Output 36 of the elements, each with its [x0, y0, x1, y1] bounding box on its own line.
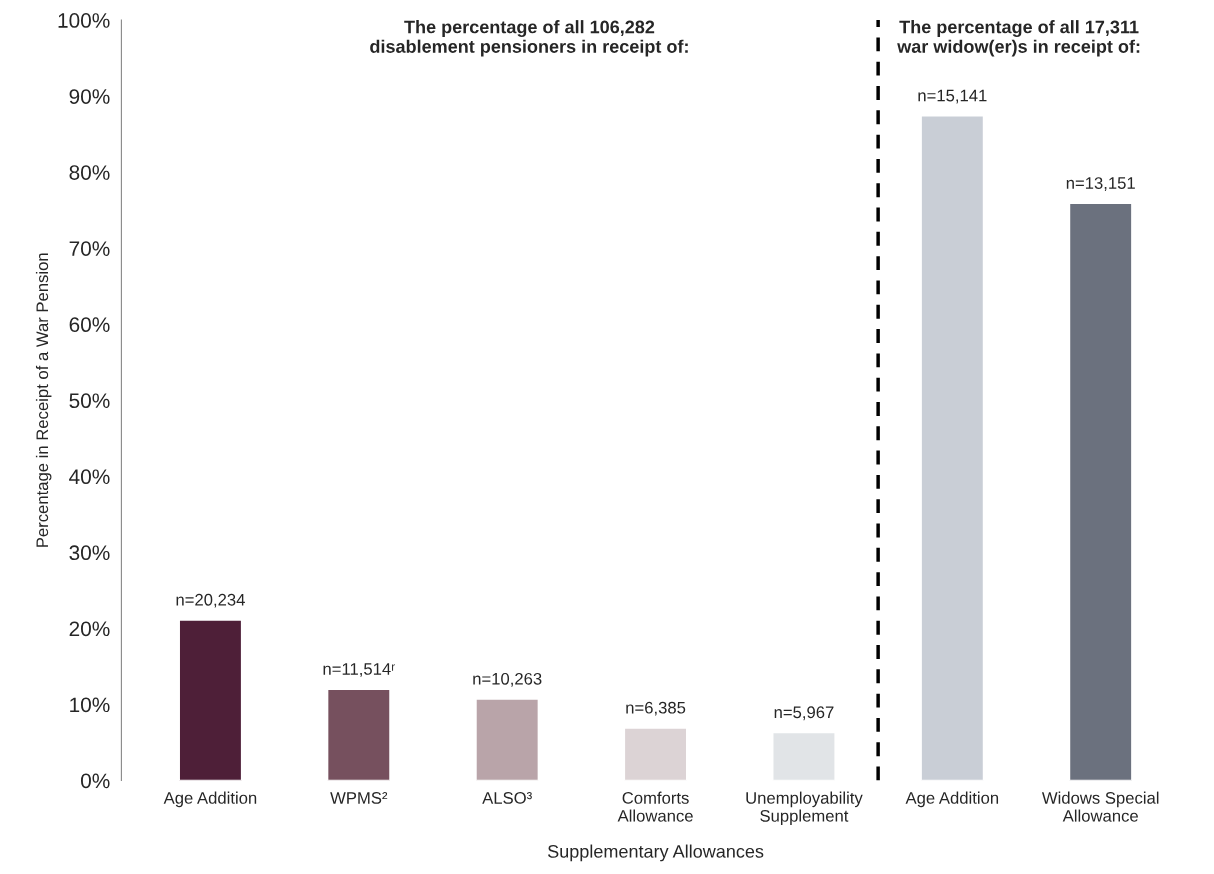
y-tick-label: 60% [69, 317, 110, 333]
bar [475, 698, 540, 781]
x-axis-title: Supplementary Allowances [547, 844, 764, 862]
annotation: n=20,234 [176, 593, 245, 608]
x-tick-label: Age Addition [905, 791, 999, 808]
bar [772, 731, 836, 781]
x-tick-label: Comforts Allowance [617, 791, 693, 822]
y-tick-label: 40% [69, 469, 110, 485]
annotation: n=10,263 [473, 672, 542, 687]
annotation: The percentage of all 106,282 disablement pensioners in receipt of: [370, 20, 688, 57]
bar [1068, 202, 1133, 781]
y-tick-label: 20% [69, 621, 110, 637]
annotation: n=11,514ʳ [323, 663, 395, 677]
y-tick-label: 90% [69, 89, 110, 104]
y-tick-label: 80% [69, 165, 110, 180]
annotation: n=15,141 [918, 89, 987, 104]
y-tick-label: 0% [80, 773, 110, 789]
y-tick-label: 50% [69, 393, 110, 409]
x-tick-label: Age Addition [163, 791, 257, 808]
bar [623, 727, 688, 781]
x-tick-label: WPMS² [330, 792, 388, 804]
x-tick-label: Unemployability Supplement [746, 791, 863, 826]
y-tick-label: 30% [69, 545, 110, 561]
x-tick-label: ALSO³ [482, 792, 532, 804]
y-tick-label: 100% [58, 13, 110, 28]
annotation: n=13,151 [1066, 177, 1135, 191]
bar [920, 115, 985, 781]
bar [326, 688, 391, 781]
annotation: n=5,967 [774, 706, 834, 721]
y-tick-label: 10% [70, 697, 110, 713]
y-tick-label: 70% [69, 241, 110, 256]
annotation: n=6,385 [626, 701, 686, 716]
annotation: The percentage of all 17,311 war widow(er)s in receipt of: [897, 20, 1140, 57]
x-tick-label: Widows Special Allowance [1041, 791, 1159, 822]
bar [178, 619, 243, 781]
y-axis-title: Percentage in Receipt of a War Pension [35, 253, 52, 547]
